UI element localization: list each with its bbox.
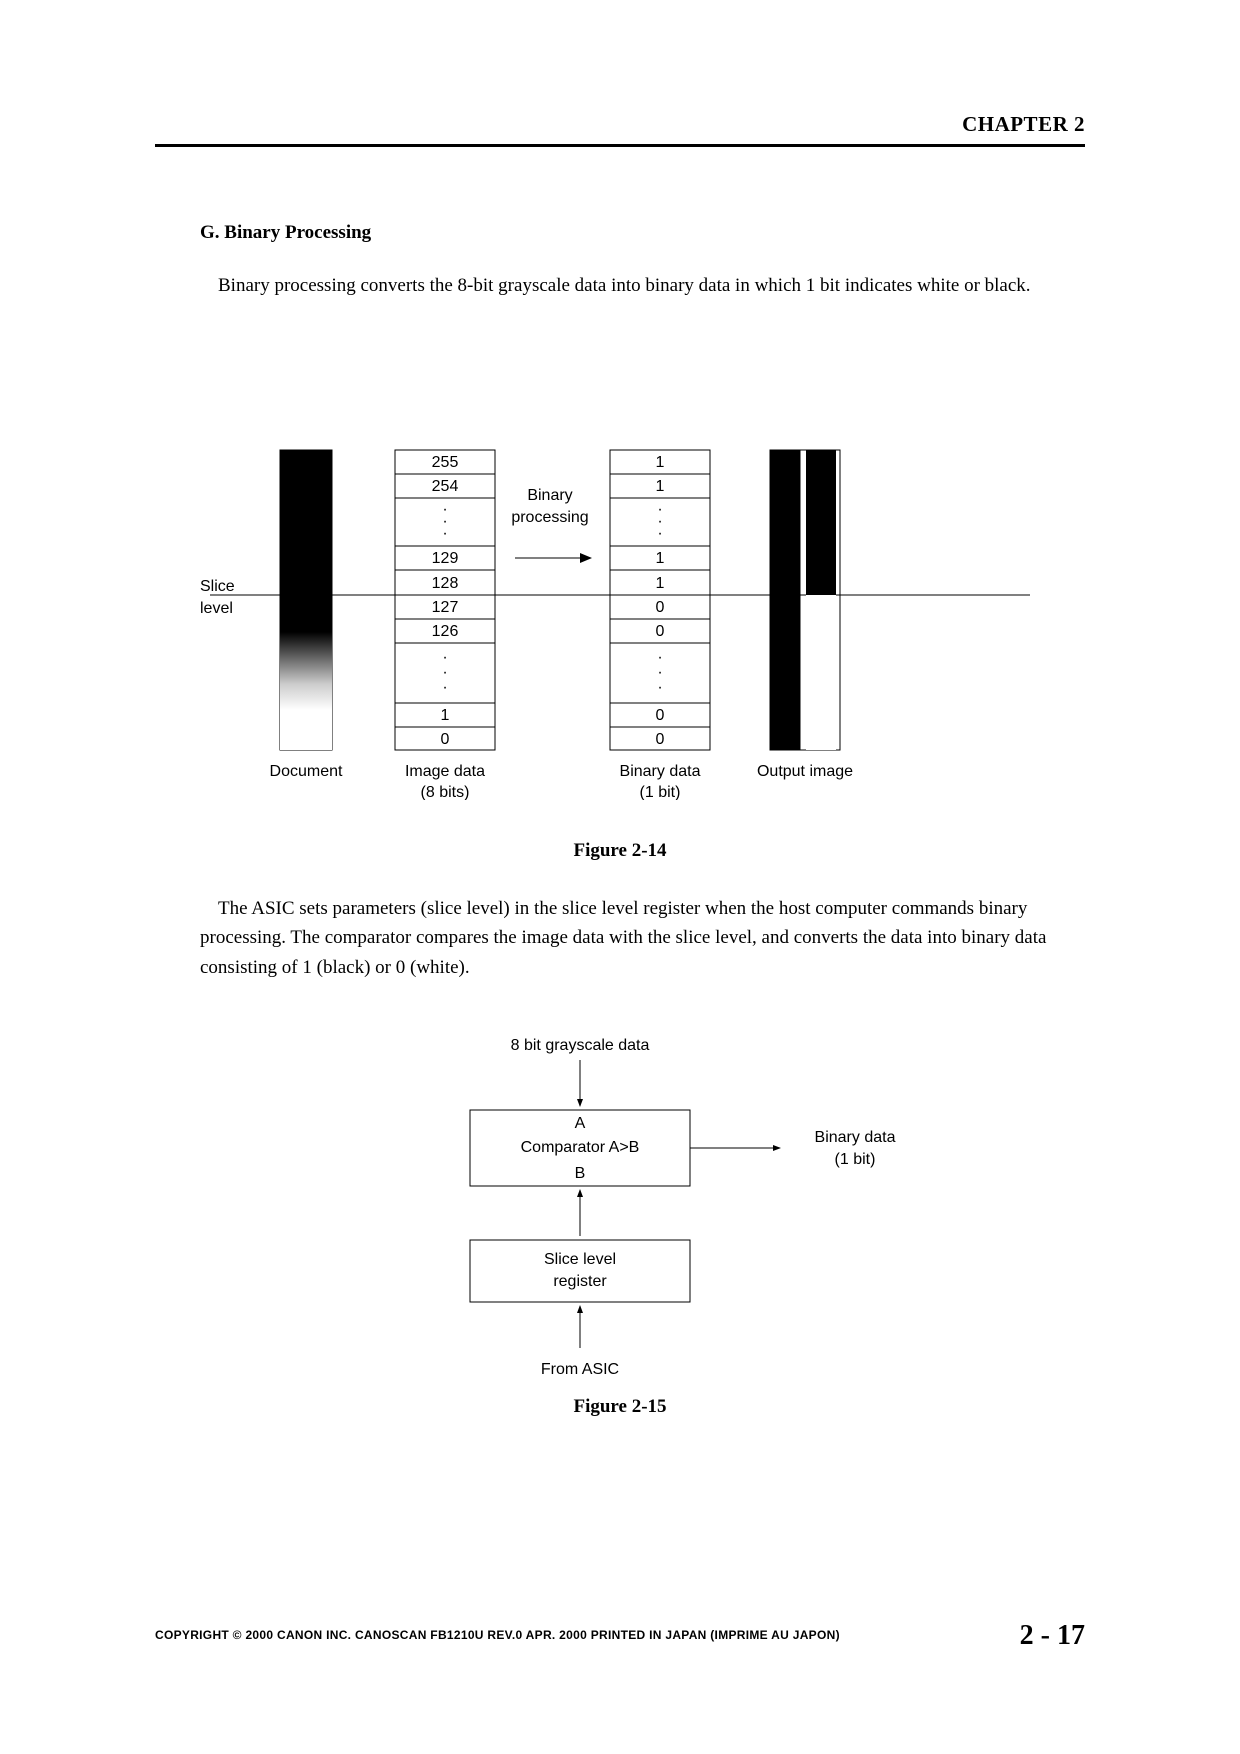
svg-text:126: 126 bbox=[432, 623, 459, 640]
svg-text:1: 1 bbox=[656, 454, 665, 471]
paragraph-2: The ASIC sets parameters (slice level) i… bbox=[200, 894, 1080, 982]
svg-text:0: 0 bbox=[656, 707, 665, 724]
figure-2-15-caption: Figure 2-15 bbox=[0, 1396, 1240, 1418]
f215-out1: Binary data bbox=[815, 1129, 896, 1146]
section-title: G. Binary Processing bbox=[200, 222, 371, 244]
bp-l2: processing bbox=[511, 509, 588, 526]
chapter-header: CHAPTER 2 bbox=[962, 112, 1085, 137]
svg-text:0: 0 bbox=[441, 731, 450, 748]
imgdata-l2: (8 bits) bbox=[421, 784, 470, 800]
page-number: 2 - 17 bbox=[1020, 1620, 1085, 1652]
slice-label-1: Slice bbox=[200, 578, 235, 595]
f215-cmp-m: Comparator A>B bbox=[521, 1139, 640, 1156]
svg-text:254: 254 bbox=[432, 478, 459, 495]
svg-text:127: 127 bbox=[432, 599, 459, 616]
svg-text:0: 0 bbox=[656, 623, 665, 640]
page: CHAPTER 2 G. Binary Processing Binary pr… bbox=[0, 0, 1240, 1754]
f215-bottom: From ASIC bbox=[541, 1361, 619, 1378]
svg-text:·: · bbox=[657, 679, 662, 696]
f215-cmp-b: B bbox=[575, 1165, 586, 1182]
bindata-l2: (1 bit) bbox=[640, 784, 681, 800]
figure-2-14: Slice level 255 254 · · · 129 128 bbox=[200, 400, 1080, 800]
svg-text:1: 1 bbox=[441, 707, 450, 724]
svg-text:129: 129 bbox=[432, 550, 459, 567]
f215-cmp-a: A bbox=[575, 1115, 586, 1132]
svg-text:·: · bbox=[442, 679, 447, 696]
imgdata-l1: Image data bbox=[405, 763, 485, 780]
svg-text:0: 0 bbox=[656, 731, 665, 748]
svg-text:·: · bbox=[657, 525, 662, 542]
svg-text:128: 128 bbox=[432, 575, 459, 592]
figure-2-15: 8 bit grayscale data A Comparator A>B B … bbox=[320, 1030, 960, 1390]
f215-reg1: Slice level bbox=[544, 1251, 616, 1268]
header-rule bbox=[155, 144, 1085, 147]
slice-label-2: level bbox=[200, 600, 233, 617]
svg-text:255: 255 bbox=[432, 454, 459, 471]
f215-top: 8 bit grayscale data bbox=[511, 1037, 650, 1054]
f215-reg2: register bbox=[553, 1273, 607, 1290]
figure-2-14-caption: Figure 2-14 bbox=[0, 840, 1240, 862]
bindata-l1: Binary data bbox=[620, 763, 701, 780]
footer: COPYRIGHT © 2000 CANON INC. CANOSCAN FB1… bbox=[155, 1626, 1085, 1644]
bp-l1: Binary bbox=[527, 487, 572, 504]
svg-text:0: 0 bbox=[656, 599, 665, 616]
svg-text:1: 1 bbox=[656, 550, 665, 567]
svg-text:1: 1 bbox=[656, 478, 665, 495]
output-label: Output image bbox=[757, 763, 853, 780]
f215-out2: (1 bit) bbox=[835, 1151, 876, 1168]
document-label: Document bbox=[270, 763, 343, 780]
svg-text:·: · bbox=[442, 525, 447, 542]
footer-left-text: COPYRIGHT © 2000 CANON INC. CANOSCAN FB1… bbox=[155, 1628, 840, 1642]
svg-text:1: 1 bbox=[656, 575, 665, 592]
paragraph-1: Binary processing converts the 8-bit gra… bbox=[200, 272, 1080, 301]
